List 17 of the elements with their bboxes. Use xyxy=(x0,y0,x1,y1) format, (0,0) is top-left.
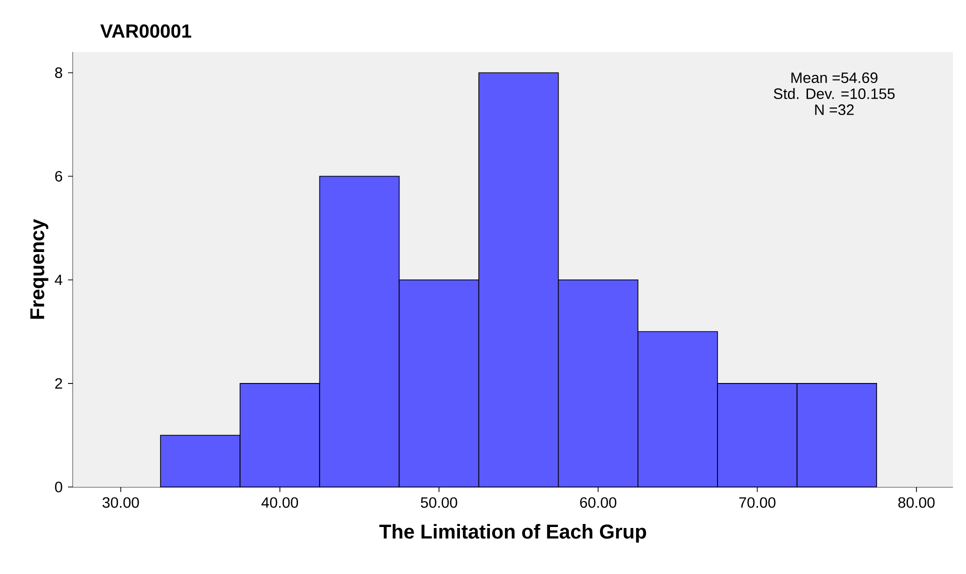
x-tick-label: 50.00 xyxy=(420,497,458,508)
x-tick-label: 40.00 xyxy=(261,497,298,508)
x-axis-title: The Limitation of Each Grup xyxy=(379,524,646,543)
annotation: N =32 xyxy=(815,104,854,116)
x-tick-label: 80.00 xyxy=(898,497,935,508)
y-tick-label: 4 xyxy=(54,274,62,286)
x-tick-label: 70.00 xyxy=(739,497,776,508)
y-tick-label: 0 xyxy=(55,482,62,492)
chart-title: VAR00001 xyxy=(100,24,192,38)
y-tick-label: 2 xyxy=(55,378,62,389)
annotation: Mean =54.69 xyxy=(791,72,878,84)
annotation: Std. Dev. =10.155 xyxy=(774,88,895,100)
y-axis-title: Frequency xyxy=(30,219,48,319)
x-tick-label: 60.00 xyxy=(580,497,616,508)
y-tick-label: 8 xyxy=(55,67,62,78)
x-tick-label: 30.00 xyxy=(102,497,139,508)
y-tick-label: 6 xyxy=(55,170,62,182)
